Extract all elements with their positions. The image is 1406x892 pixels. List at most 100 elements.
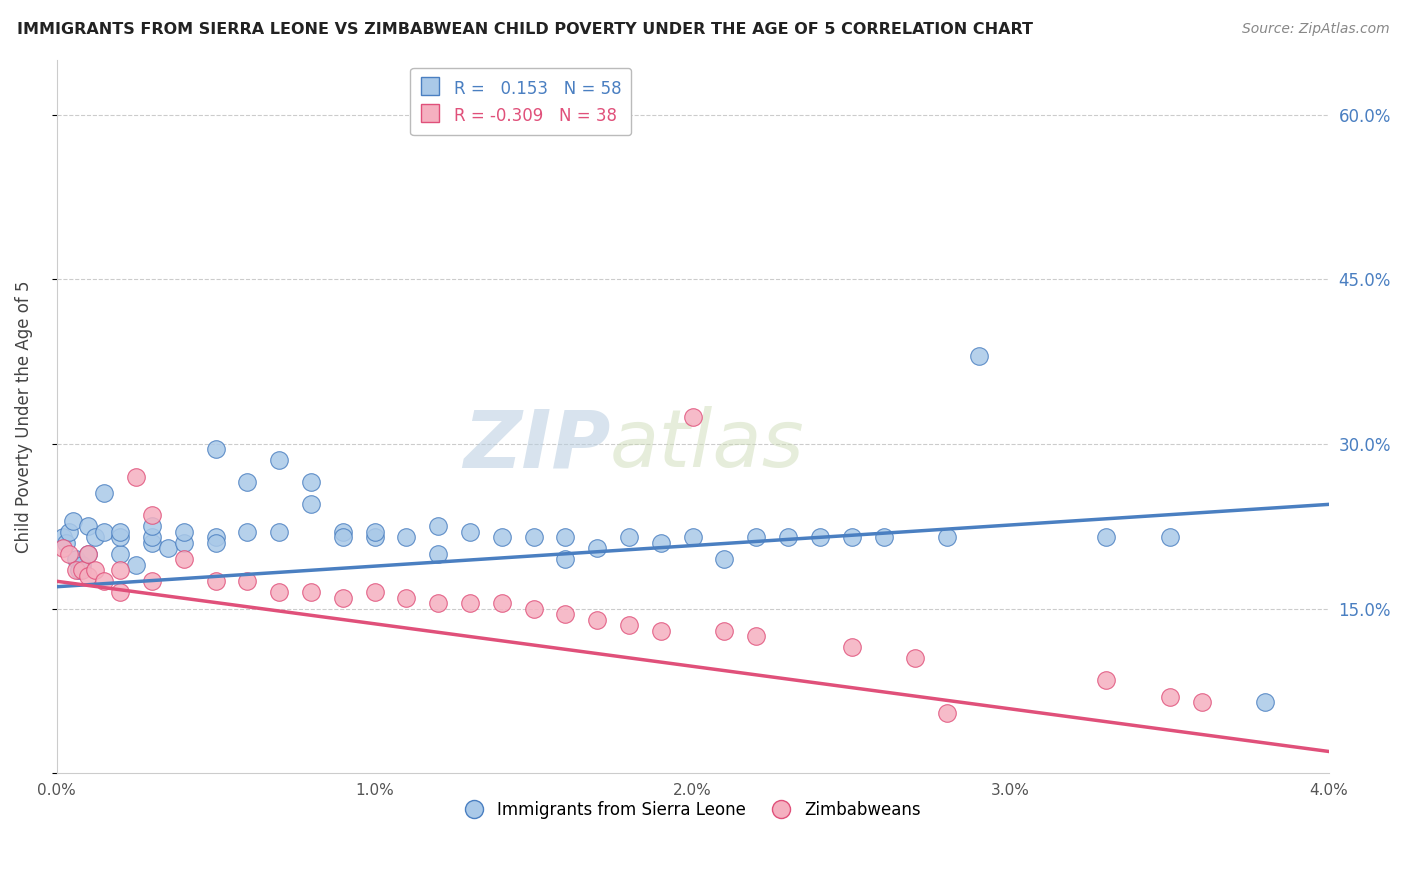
- Text: ZIP: ZIP: [463, 406, 610, 484]
- Point: [458, 524, 481, 539]
- Point: [269, 453, 291, 467]
- Point: [936, 706, 959, 720]
- Point: [778, 530, 800, 544]
- Point: [141, 536, 163, 550]
- Point: [299, 475, 322, 490]
- Point: [141, 508, 163, 523]
- Point: [77, 547, 100, 561]
- Point: [58, 547, 80, 561]
- Point: [1095, 673, 1118, 687]
- Point: [554, 530, 576, 544]
- Point: [808, 530, 831, 544]
- Point: [236, 524, 259, 539]
- Point: [55, 536, 77, 550]
- Point: [841, 640, 863, 654]
- Point: [77, 547, 100, 561]
- Point: [713, 552, 735, 566]
- Point: [110, 547, 132, 561]
- Point: [904, 651, 927, 665]
- Point: [586, 613, 609, 627]
- Point: [70, 563, 93, 577]
- Point: [523, 601, 546, 615]
- Point: [427, 596, 450, 610]
- Point: [93, 574, 115, 589]
- Point: [110, 563, 132, 577]
- Point: [173, 552, 195, 566]
- Point: [872, 530, 894, 544]
- Point: [110, 585, 132, 599]
- Point: [269, 585, 291, 599]
- Point: [58, 524, 80, 539]
- Point: [363, 530, 385, 544]
- Point: [110, 530, 132, 544]
- Point: [745, 629, 768, 643]
- Point: [332, 524, 354, 539]
- Point: [363, 585, 385, 599]
- Point: [93, 524, 115, 539]
- Point: [141, 530, 163, 544]
- Point: [77, 568, 100, 582]
- Point: [554, 607, 576, 622]
- Point: [427, 547, 450, 561]
- Point: [83, 530, 105, 544]
- Point: [173, 524, 195, 539]
- Point: [110, 524, 132, 539]
- Point: [204, 530, 226, 544]
- Point: [204, 574, 226, 589]
- Point: [586, 541, 609, 556]
- Point: [62, 514, 84, 528]
- Point: [173, 536, 195, 550]
- Point: [125, 558, 148, 572]
- Point: [141, 519, 163, 533]
- Point: [204, 442, 226, 457]
- Point: [650, 624, 672, 638]
- Point: [682, 409, 704, 424]
- Point: [70, 558, 93, 572]
- Y-axis label: Child Poverty Under the Age of 5: Child Poverty Under the Age of 5: [15, 280, 32, 553]
- Point: [1159, 530, 1181, 544]
- Point: [427, 519, 450, 533]
- Point: [841, 530, 863, 544]
- Point: [299, 585, 322, 599]
- Point: [236, 574, 259, 589]
- Point: [682, 530, 704, 544]
- Point: [332, 591, 354, 605]
- Point: [332, 530, 354, 544]
- Point: [713, 624, 735, 638]
- Point: [617, 530, 640, 544]
- Point: [269, 524, 291, 539]
- Point: [1095, 530, 1118, 544]
- Point: [617, 618, 640, 632]
- Point: [967, 349, 990, 363]
- Point: [458, 596, 481, 610]
- Point: [936, 530, 959, 544]
- Point: [299, 497, 322, 511]
- Point: [523, 530, 546, 544]
- Text: IMMIGRANTS FROM SIERRA LEONE VS ZIMBABWEAN CHILD POVERTY UNDER THE AGE OF 5 CORR: IMMIGRANTS FROM SIERRA LEONE VS ZIMBABWE…: [17, 22, 1033, 37]
- Point: [1191, 695, 1213, 709]
- Point: [52, 530, 75, 544]
- Point: [67, 563, 90, 577]
- Point: [52, 541, 75, 556]
- Point: [363, 524, 385, 539]
- Point: [554, 552, 576, 566]
- Point: [745, 530, 768, 544]
- Point: [491, 530, 513, 544]
- Point: [395, 591, 418, 605]
- Point: [1159, 690, 1181, 704]
- Point: [65, 552, 87, 566]
- Point: [65, 563, 87, 577]
- Point: [1254, 695, 1277, 709]
- Point: [395, 530, 418, 544]
- Point: [650, 536, 672, 550]
- Legend: Immigrants from Sierra Leone, Zimbabweans: Immigrants from Sierra Leone, Zimbabwean…: [457, 795, 928, 826]
- Point: [93, 486, 115, 500]
- Point: [236, 475, 259, 490]
- Point: [141, 574, 163, 589]
- Point: [77, 519, 100, 533]
- Point: [125, 470, 148, 484]
- Point: [204, 536, 226, 550]
- Point: [491, 596, 513, 610]
- Point: [83, 563, 105, 577]
- Point: [156, 541, 179, 556]
